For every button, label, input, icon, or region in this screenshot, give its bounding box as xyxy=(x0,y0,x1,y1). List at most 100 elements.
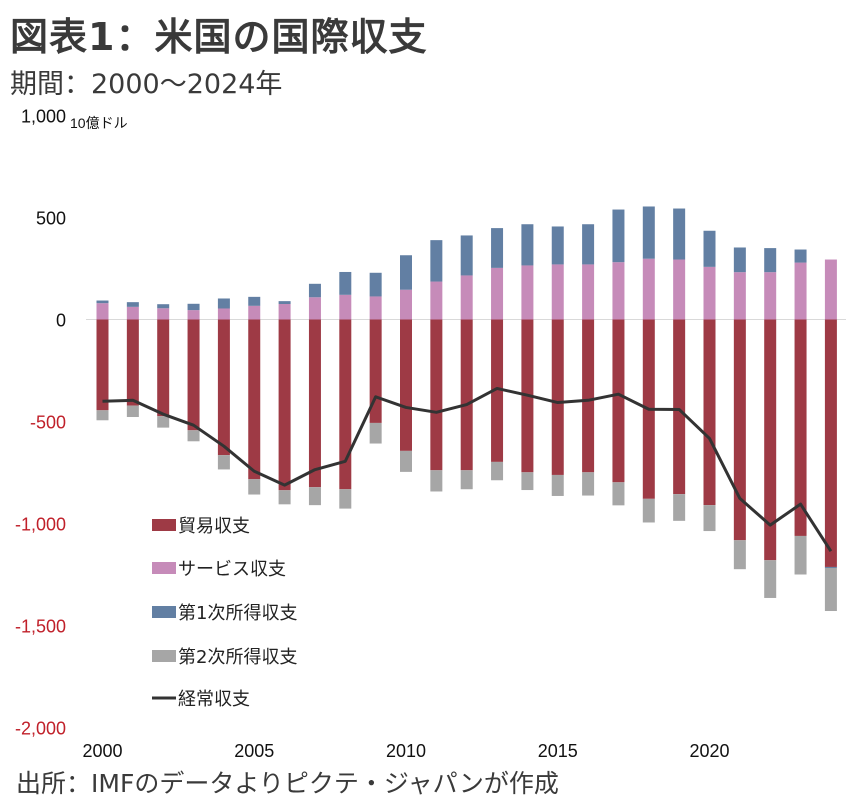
legend-item: 第2次所得収支 xyxy=(152,647,297,668)
legend-label: 第1次所得収支 xyxy=(178,603,297,624)
bar-segment xyxy=(764,248,777,273)
bar-segment xyxy=(217,319,230,456)
bar-segment xyxy=(551,226,564,265)
bar-segment xyxy=(794,535,807,575)
bar-segment xyxy=(460,275,473,320)
bar-segment xyxy=(339,489,352,509)
bar-segment xyxy=(794,262,807,320)
bar-segment xyxy=(824,259,837,320)
bar-segment xyxy=(187,319,200,431)
bar-segment xyxy=(764,272,777,320)
y-axis: 1,000 500 0 -500 -1,000 -1,500 -2,000 xyxy=(15,107,66,739)
bar-segment xyxy=(96,319,109,411)
bar-segment xyxy=(491,228,504,268)
y-tick-label: 1,000 xyxy=(21,107,66,127)
bar-segment xyxy=(96,410,109,421)
x-tick-label: 2000 xyxy=(82,741,122,761)
bar-segment xyxy=(460,470,473,490)
bar-segment xyxy=(582,319,595,473)
y-tick-label: -2,000 xyxy=(15,719,66,739)
bar-segment xyxy=(369,272,382,297)
bar-segment xyxy=(673,494,686,521)
bar-segment xyxy=(96,303,109,320)
bar-segment xyxy=(248,319,261,480)
chart-subtitle: 期間：2000～2024年 xyxy=(10,69,283,100)
legend-label: 貿易収支 xyxy=(178,516,250,537)
bar-segment xyxy=(703,266,716,320)
bar-segment xyxy=(217,308,230,320)
bar-segment xyxy=(369,296,382,320)
bar-segment xyxy=(126,405,139,418)
bar-segment xyxy=(157,319,170,417)
bar-segment xyxy=(491,319,504,462)
x-axis: 2000 2005 2010 2015 2020 xyxy=(82,741,729,761)
bar-segment xyxy=(521,224,534,266)
legend-swatch xyxy=(152,519,176,531)
bar-segment xyxy=(824,567,837,612)
bar-segment xyxy=(369,422,382,444)
bar-segment xyxy=(764,560,777,598)
bar-segment xyxy=(278,303,291,320)
bar-segment xyxy=(673,259,686,320)
bars xyxy=(96,206,837,612)
bar-segment xyxy=(794,249,807,263)
bar-segment xyxy=(703,505,716,532)
y-tick-label: -1,000 xyxy=(15,515,66,535)
bar-segment xyxy=(217,298,230,309)
bar-segment xyxy=(612,209,625,263)
y-tick-label: 0 xyxy=(56,311,66,331)
bar-segment xyxy=(733,247,746,273)
bar-segment xyxy=(582,472,595,496)
bar-segment xyxy=(824,566,837,568)
bar-segment xyxy=(642,498,655,523)
bar-segment xyxy=(582,224,595,265)
bar-segment xyxy=(612,319,625,483)
bar-segment xyxy=(157,308,170,320)
bar-segment xyxy=(551,264,564,320)
legend-swatch xyxy=(152,562,176,574)
bar-segment xyxy=(248,479,261,495)
bar-segment xyxy=(733,272,746,320)
current-account-line-group xyxy=(102,386,833,553)
x-tick-label: 2020 xyxy=(689,741,729,761)
bar-segment xyxy=(126,306,139,320)
legend-label: 経常収支 xyxy=(178,689,250,710)
bar-segment xyxy=(551,474,564,496)
bar-segment xyxy=(308,487,321,506)
bar-segment xyxy=(126,319,139,406)
bar-segment xyxy=(278,490,291,505)
bar-segment xyxy=(703,319,716,506)
chart-title: 図表1：米国の国際収支 xyxy=(10,15,428,59)
bar-segment xyxy=(339,319,352,490)
bar-segment xyxy=(582,264,595,320)
legend-label: サービス収支 xyxy=(178,559,286,580)
legend-item: 経常収支 xyxy=(152,689,250,710)
bar-segment xyxy=(187,430,200,442)
bar-segment xyxy=(430,319,443,471)
bar-segment xyxy=(308,319,321,488)
bar-segment xyxy=(491,461,504,481)
legend-item: 貿易収支 xyxy=(152,516,250,537)
bar-segment xyxy=(400,255,412,290)
bar-segment xyxy=(612,482,625,506)
bar-segment xyxy=(308,297,321,320)
bar-segment xyxy=(491,267,504,320)
bar-segment xyxy=(521,265,534,320)
legend-label: 第2次所得収支 xyxy=(178,647,297,668)
bar-segment xyxy=(521,472,534,491)
bar-segment xyxy=(703,230,716,267)
x-tick-label: 2015 xyxy=(538,741,578,761)
bar-segment xyxy=(673,208,686,260)
bar-segment xyxy=(642,258,655,320)
bar-segment xyxy=(824,319,837,567)
bar-segment xyxy=(733,319,746,541)
bar-segment xyxy=(400,289,412,320)
y-tick-label: -1,500 xyxy=(15,617,66,637)
legend-swatch xyxy=(152,650,176,662)
bar-segment xyxy=(551,319,564,475)
y-axis-unit-label: 10億ドル xyxy=(70,115,128,131)
bar-segment xyxy=(157,304,170,309)
bar-segment xyxy=(764,319,777,561)
